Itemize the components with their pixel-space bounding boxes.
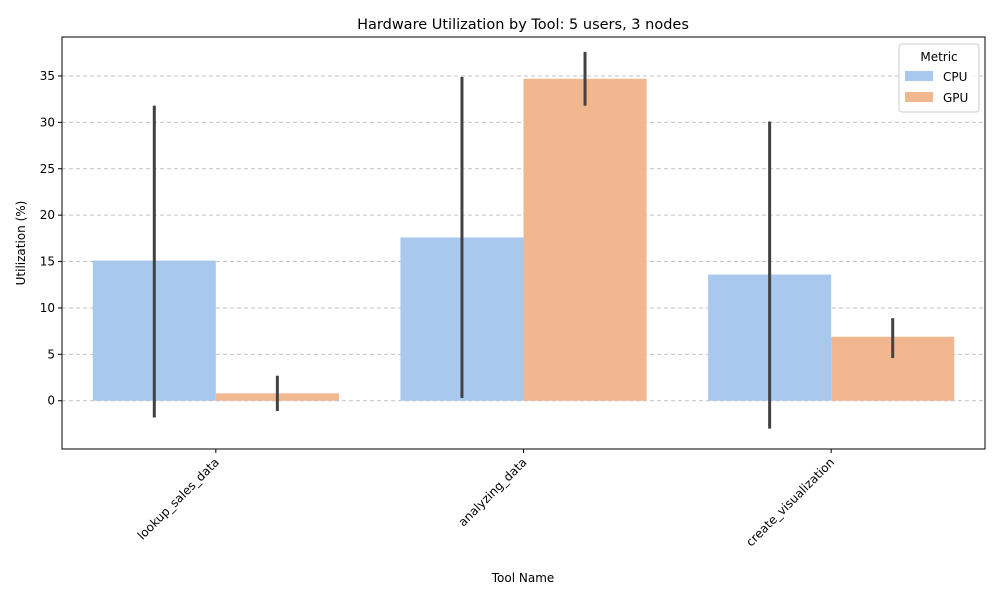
y-axis-ticks: 0 5 10 15 20 25 30 35 [40,69,62,408]
y-tick-label: 25 [40,162,55,176]
legend-swatch-gpu [905,92,933,102]
legend-title: Metric [920,50,957,64]
y-tick-label: 5 [47,347,55,361]
legend: Metric CPU GPU [898,43,980,113]
y-tick-label: 0 [47,394,55,408]
chart-title: Hardware Utilization by Tool: 5 users, 3… [357,17,689,33]
y-axis-label: Utilization (%) [14,201,28,286]
error-bars [152,51,895,429]
y-tick-label: 15 [40,255,55,269]
legend-swatch-cpu [905,71,933,81]
legend-label-cpu: CPU [943,70,967,84]
bar-gpu-analyzing_data [523,78,647,401]
y-tick-label: 35 [40,69,55,83]
y-tick-label: 20 [40,208,55,222]
x-axis-label: Tool Name [491,571,555,585]
y-tick-label: 30 [40,115,55,129]
legend-entries: CPU GPU [905,70,968,105]
legend-label-gpu: GPU [943,91,968,105]
y-tick-label: 10 [40,301,55,315]
